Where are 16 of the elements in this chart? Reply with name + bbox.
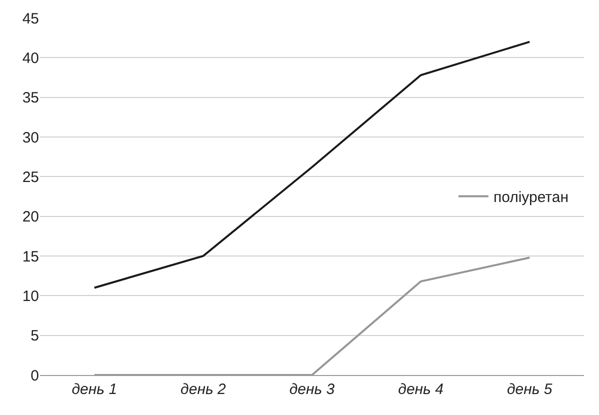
y-tick-label: 0 [30,367,39,384]
x-tick-label: день 1 [72,381,118,398]
x-tick-label: день 2 [180,381,226,398]
x-tick-label: день 5 [506,381,553,398]
y-tick-label: 40 [22,50,39,67]
y-tick-label: 5 [30,328,39,345]
y-tick-label: 45 [22,10,39,28]
y-tick-label: 20 [22,208,39,226]
y-tick-label: 30 [22,129,39,146]
y-tick-label: 35 [22,90,39,107]
legend-label: поліуретан [493,189,569,206]
y-tick-label: 15 [22,248,39,266]
y-tick-label: 25 [22,168,39,186]
x-tick-label: день 4 [398,381,444,398]
x-tick-label: день 3 [289,381,336,398]
y-tick-label: 10 [22,288,39,305]
